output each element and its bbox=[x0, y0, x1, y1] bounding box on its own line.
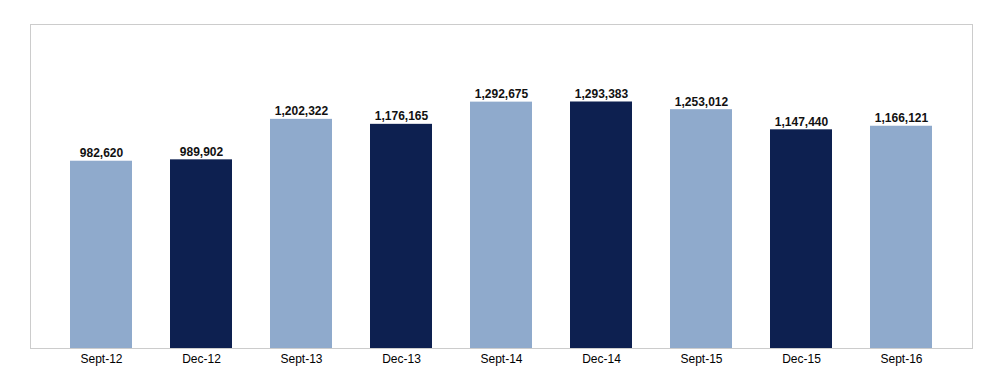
svg-text:Sept-14: Sept-14 bbox=[480, 352, 522, 366]
svg-text:1,293,383: 1,293,383 bbox=[575, 87, 629, 101]
svg-text:1,176,165: 1,176,165 bbox=[375, 109, 429, 123]
svg-text:1,253,012: 1,253,012 bbox=[675, 95, 729, 109]
svg-text:Sept-12: Sept-12 bbox=[80, 352, 122, 366]
svg-text:Sept-15: Sept-15 bbox=[680, 352, 722, 366]
svg-text:1,166,121: 1,166,121 bbox=[875, 111, 929, 125]
svg-text:1,202,322: 1,202,322 bbox=[275, 104, 329, 118]
svg-text:989,902: 989,902 bbox=[180, 145, 224, 159]
svg-text:1,292,675: 1,292,675 bbox=[475, 87, 529, 101]
svg-text:1,147,440: 1,147,440 bbox=[775, 115, 829, 129]
svg-text:Sept-13: Sept-13 bbox=[280, 352, 322, 366]
svg-text:Dec-15: Dec-15 bbox=[782, 352, 821, 366]
svg-text:Sept-16: Sept-16 bbox=[880, 352, 922, 366]
svg-text:Dec-12: Dec-12 bbox=[182, 352, 221, 366]
svg-text:Dec-13: Dec-13 bbox=[382, 352, 421, 366]
svg-text:982,620: 982,620 bbox=[80, 146, 124, 160]
svg-text:Dec-14: Dec-14 bbox=[582, 352, 621, 366]
